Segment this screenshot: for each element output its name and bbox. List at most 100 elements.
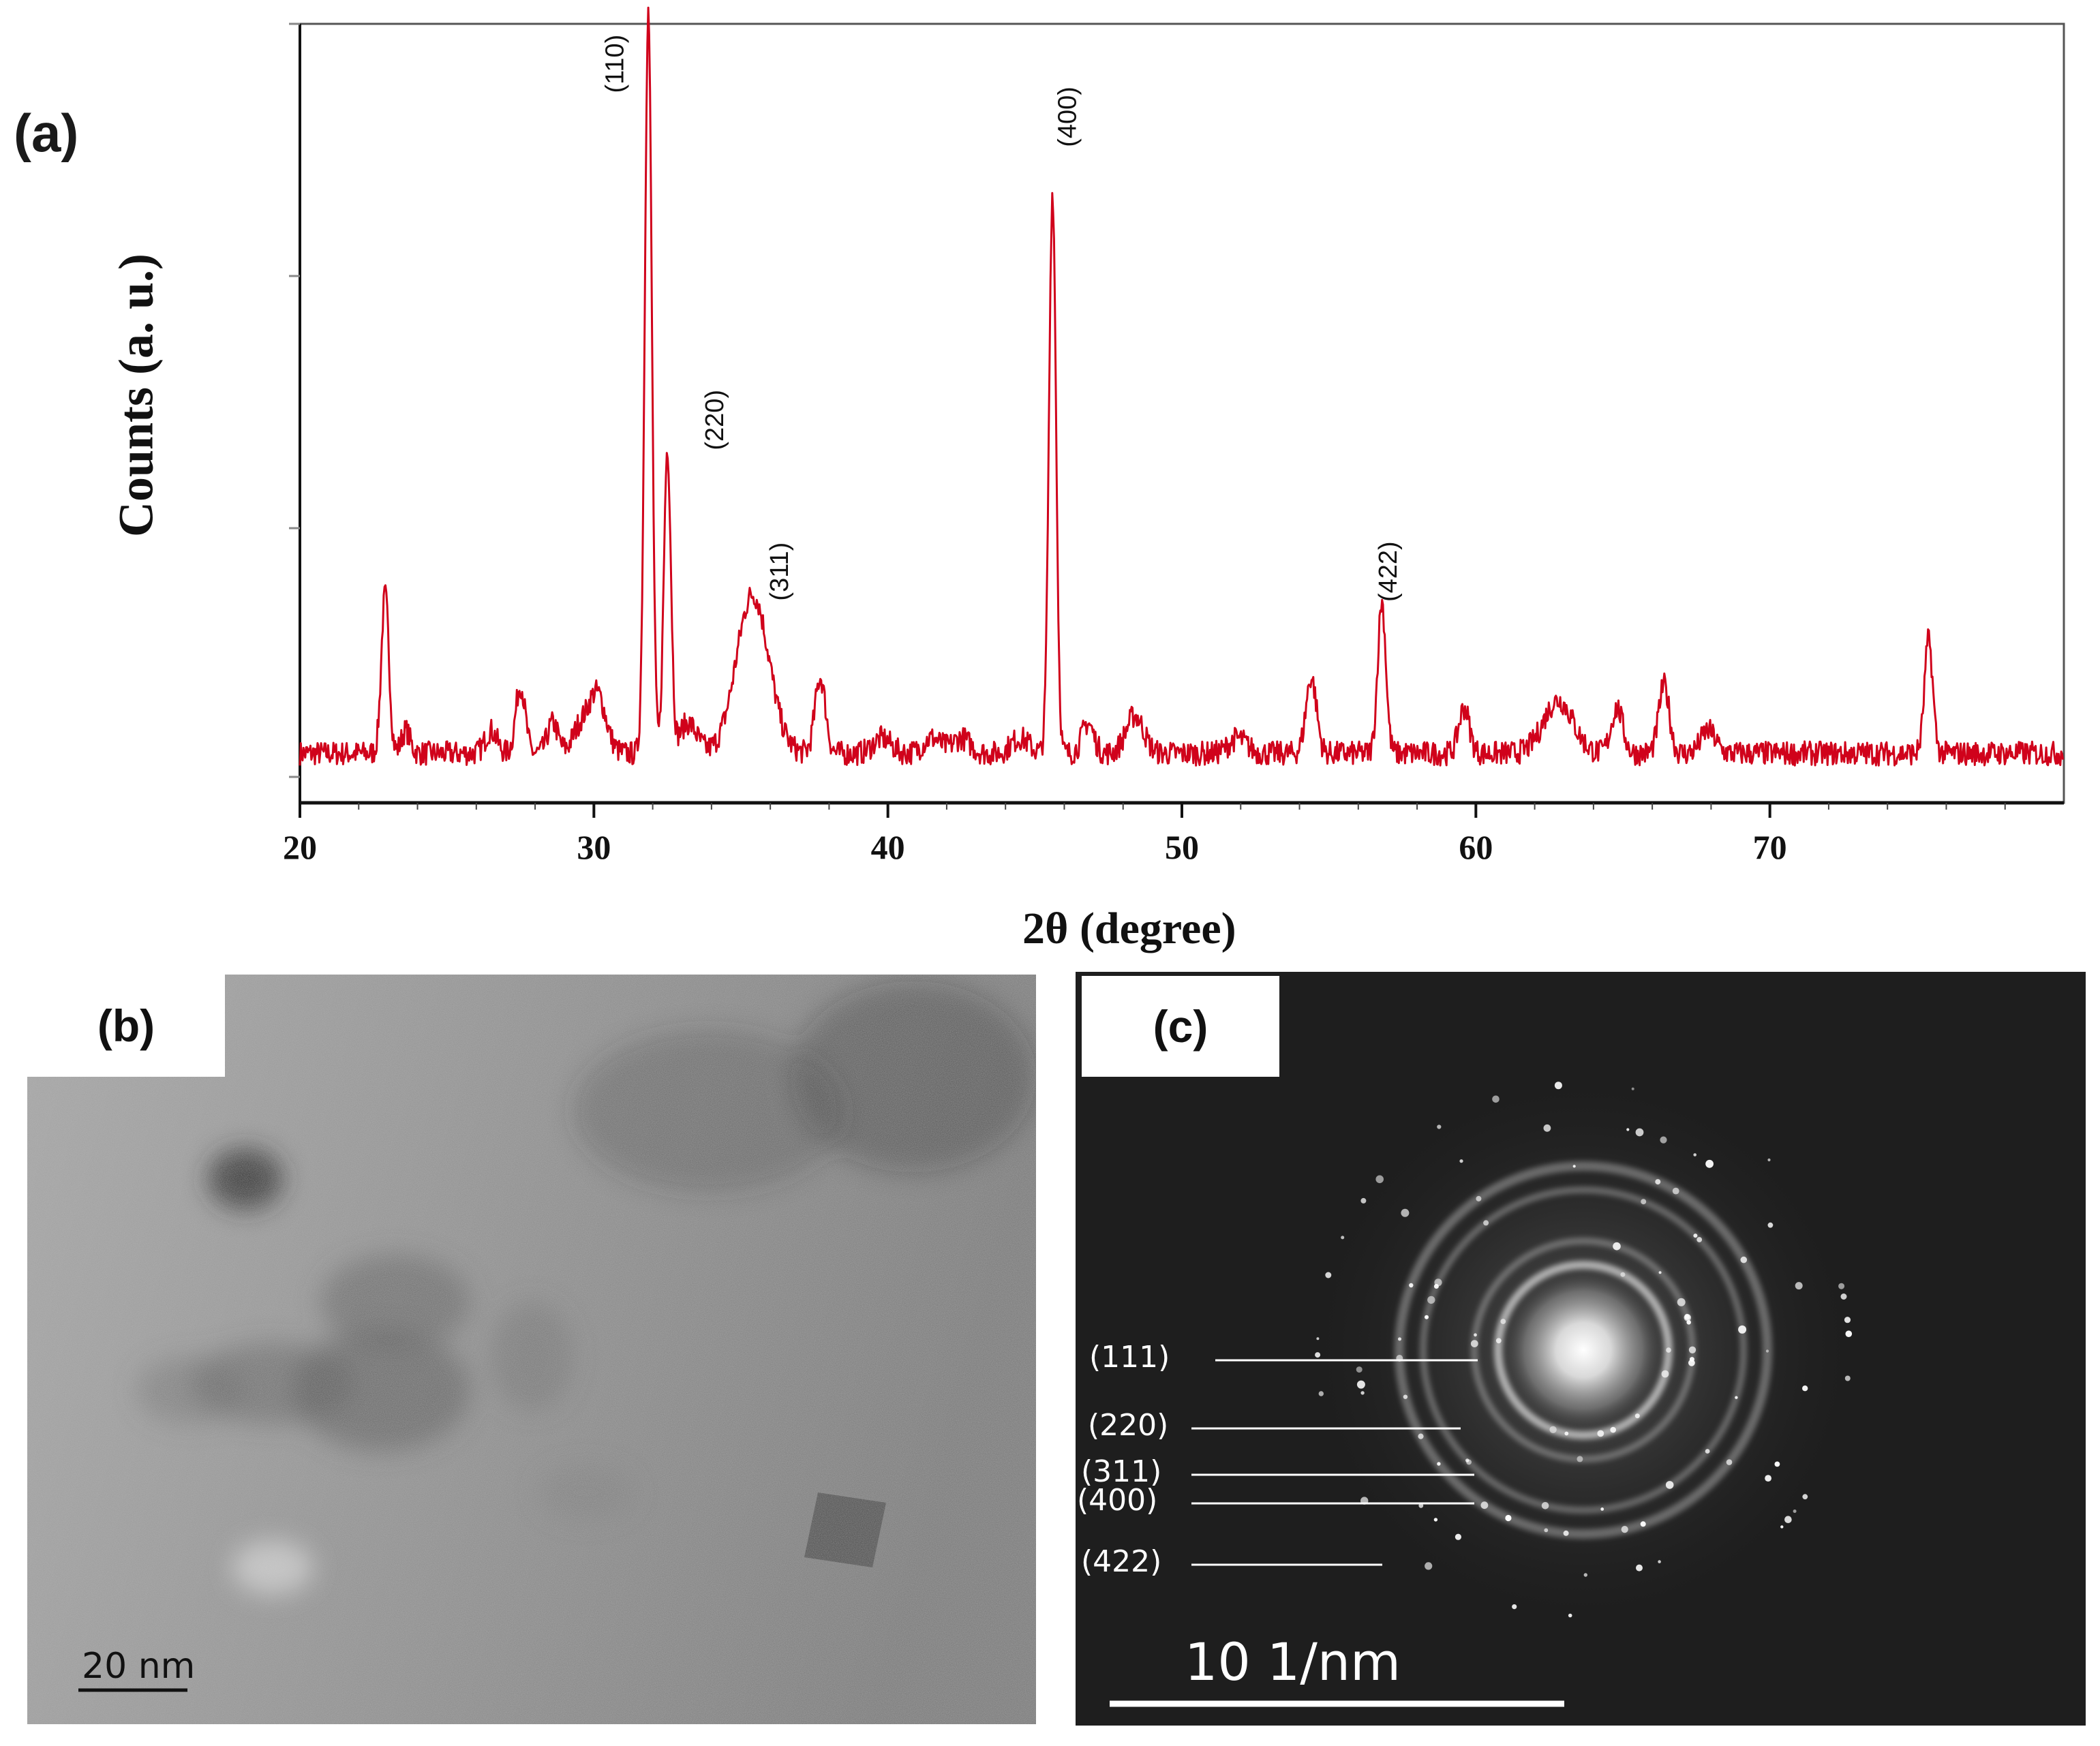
diffraction-spot bbox=[1640, 1521, 1646, 1527]
peak-label-3: (400) bbox=[1054, 87, 1082, 147]
chart-annotations: (110) (220) (311) (400) (422) bbox=[600, 35, 1402, 602]
diffraction-spot bbox=[1583, 1573, 1587, 1577]
diffraction-spot bbox=[1621, 1526, 1628, 1533]
diffraction-spot bbox=[1563, 1530, 1569, 1536]
scale-bar-b-text: 20 nm bbox=[82, 1646, 196, 1687]
diffraction-spot bbox=[1634, 1413, 1640, 1419]
diffraction-spot bbox=[1620, 1272, 1626, 1277]
diffraction-spot bbox=[1433, 1518, 1438, 1522]
diffraction-spot bbox=[1838, 1283, 1845, 1289]
diffraction-spot bbox=[1409, 1283, 1414, 1288]
diffraction-spot bbox=[1665, 1481, 1674, 1489]
ring-label-220: (220) bbox=[1088, 1408, 1169, 1443]
diffraction-spot bbox=[1483, 1220, 1489, 1226]
diffraction-spot bbox=[1666, 1347, 1671, 1353]
diffraction-spot bbox=[1543, 1124, 1551, 1132]
diffraction-spot bbox=[1696, 1237, 1703, 1242]
x-tick-label-20: 20 bbox=[283, 828, 317, 866]
diffraction-spot bbox=[1660, 1136, 1667, 1144]
panel-c-label-box: (c) bbox=[1082, 976, 1279, 1077]
diffraction-spot bbox=[1661, 1370, 1669, 1378]
diffraction-spot bbox=[1688, 1346, 1696, 1353]
diffraction-spot bbox=[1677, 1298, 1686, 1306]
diffraction-spot bbox=[1626, 1128, 1630, 1131]
xrd-chart: 20 30 40 50 60 70 (110) (220) (311) (400) (422) bbox=[283, 6, 2065, 866]
diffraction-spot bbox=[1455, 1533, 1461, 1540]
x-tick-label-70: 70 bbox=[1753, 828, 1787, 866]
diffraction-spot bbox=[1658, 1271, 1662, 1274]
diffraction-spot bbox=[1793, 1510, 1797, 1513]
tem-image bbox=[27, 975, 1036, 1724]
x-tick-label-30: 30 bbox=[577, 828, 611, 866]
diffraction-spot bbox=[1500, 1319, 1506, 1324]
ring-label-lines bbox=[1191, 1359, 1478, 1566]
diffraction-spot bbox=[1403, 1394, 1408, 1399]
diffraction-spot bbox=[1549, 1426, 1557, 1433]
diffraction-spot bbox=[1425, 1562, 1433, 1570]
diffraction-spot bbox=[1774, 1461, 1780, 1467]
diffraction-spot bbox=[1356, 1380, 1365, 1389]
diffraction-spot bbox=[1474, 1333, 1477, 1337]
diffraction-spot bbox=[1840, 1293, 1847, 1300]
diffraction-spot bbox=[1418, 1433, 1424, 1439]
diffraction-spot bbox=[1726, 1459, 1733, 1465]
diffraction-spot bbox=[1544, 1528, 1549, 1533]
diffraction-spot bbox=[1512, 1604, 1517, 1610]
diffraction-spot bbox=[1564, 1431, 1569, 1436]
diffraction-spot bbox=[1541, 1502, 1549, 1510]
diffraction-spot bbox=[1476, 1195, 1482, 1201]
diffraction-spot bbox=[1610, 1426, 1616, 1433]
diffraction-spot bbox=[1492, 1095, 1500, 1103]
diffraction-spot bbox=[1437, 1124, 1442, 1129]
diffraction-spot bbox=[1780, 1525, 1784, 1529]
diffraction-spot bbox=[1705, 1449, 1710, 1454]
diffraction-spot bbox=[1631, 1087, 1634, 1090]
diffraction-spot bbox=[1325, 1272, 1332, 1278]
diffraction-spot bbox=[1688, 1359, 1695, 1366]
ring-label-422: (422) bbox=[1081, 1544, 1162, 1579]
diffraction-spot bbox=[1655, 1179, 1661, 1185]
chart-series bbox=[299, 6, 2065, 767]
diffraction-spot bbox=[1765, 1475, 1771, 1482]
diffraction-spot bbox=[1315, 1352, 1321, 1358]
diffraction-spots bbox=[1315, 1082, 1853, 1618]
x-tick-label-40: 40 bbox=[871, 828, 905, 866]
diffraction-spot bbox=[1470, 1340, 1478, 1347]
diffraction-spot bbox=[1784, 1516, 1792, 1523]
diffraction-spot bbox=[1705, 1159, 1714, 1168]
diffraction-spot bbox=[1613, 1242, 1621, 1251]
scale-bar-c-text: 10 1/nm bbox=[1185, 1632, 1401, 1692]
diffraction-spot bbox=[1425, 1315, 1429, 1319]
diffraction-spot bbox=[1767, 1158, 1771, 1162]
peak-label-0: (110) bbox=[600, 35, 629, 93]
diffraction-spot bbox=[1316, 1337, 1320, 1341]
diffraction-spot bbox=[1459, 1159, 1463, 1163]
ring-label-111: (111) bbox=[1089, 1340, 1170, 1375]
panel-b-label-box: (b) bbox=[27, 975, 225, 1077]
diffraction-spot bbox=[1375, 1175, 1384, 1184]
diffraction-spot bbox=[1318, 1391, 1324, 1396]
diffraction-spot bbox=[1465, 1458, 1470, 1462]
diffraction-spot bbox=[1767, 1222, 1774, 1228]
saed-panel: (c) (111) (220) (311) (400) (422) 10 1/n… bbox=[1076, 972, 2086, 1726]
panel-b-label: (b) bbox=[97, 1000, 155, 1051]
diffraction-spot bbox=[1505, 1514, 1512, 1522]
diffraction-spot bbox=[1356, 1366, 1363, 1373]
diffraction-spot bbox=[1635, 1128, 1644, 1137]
chart-ticks: 20 30 40 50 60 70 bbox=[283, 803, 2006, 866]
diffraction-spot bbox=[1434, 1278, 1442, 1287]
diffraction-spot bbox=[1693, 1234, 1698, 1238]
diffraction-spot bbox=[1795, 1282, 1803, 1290]
diffraction-spot bbox=[1738, 1325, 1747, 1334]
diffraction-spot bbox=[1427, 1296, 1435, 1304]
diffraction-spot bbox=[1658, 1560, 1661, 1563]
diffraction-spot bbox=[1802, 1385, 1808, 1392]
diffraction-spot bbox=[1765, 1349, 1769, 1353]
diffraction-spot bbox=[1437, 1462, 1441, 1466]
diffraction-spot bbox=[1572, 1165, 1576, 1168]
diffraction-spot bbox=[1597, 1430, 1604, 1437]
diffraction-spot bbox=[1845, 1330, 1853, 1337]
peak-label-4: (422) bbox=[1374, 541, 1403, 602]
ring-label-400: (400) bbox=[1077, 1483, 1158, 1518]
